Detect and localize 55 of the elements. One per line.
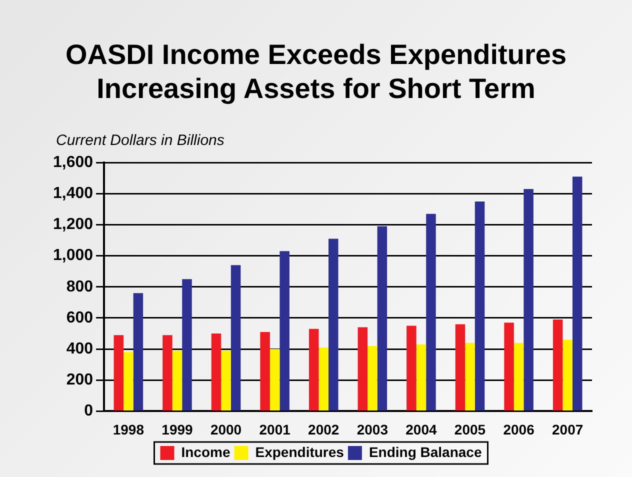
bar bbox=[328, 238, 338, 410]
text: Increasing Assets for Short Term bbox=[96, 73, 536, 104]
bar bbox=[504, 322, 514, 410]
x-tick-label: 1998 bbox=[112, 421, 144, 438]
bar bbox=[162, 335, 172, 410]
x-tick-label: 2003 bbox=[356, 421, 388, 438]
x-tick-label: 2006 bbox=[503, 421, 535, 438]
bar bbox=[562, 340, 572, 410]
y-tick-label: 1,000 bbox=[52, 247, 94, 264]
x-tick-label: 2000 bbox=[210, 421, 242, 438]
y-tick-label: 800 bbox=[66, 278, 94, 296]
y-tick-label: 200 bbox=[66, 372, 94, 389]
legend-label: Income bbox=[181, 444, 230, 460]
bar bbox=[260, 332, 270, 410]
bar bbox=[514, 342, 524, 410]
y-tick-label: 1,600 bbox=[52, 154, 94, 172]
bar bbox=[124, 352, 134, 410]
bar bbox=[416, 344, 426, 410]
bar bbox=[358, 327, 368, 410]
x-tick-label: 1999 bbox=[162, 421, 194, 438]
legend-label: Expenditures bbox=[255, 444, 344, 460]
y-tick-label: 1,200 bbox=[52, 216, 94, 234]
bar bbox=[114, 335, 124, 410]
bar bbox=[524, 189, 534, 410]
bar bbox=[211, 334, 222, 410]
x-tick-label: 2001 bbox=[259, 421, 291, 438]
bar bbox=[474, 201, 485, 410]
bar bbox=[172, 350, 182, 410]
bar bbox=[182, 279, 192, 410]
x-tick-label: 2007 bbox=[552, 421, 584, 438]
text: OASDI Income Exceeds Expenditures bbox=[65, 39, 567, 70]
bar bbox=[377, 226, 388, 410]
bar bbox=[572, 176, 582, 410]
y-tick-label: 0 bbox=[84, 402, 94, 420]
bar bbox=[455, 324, 466, 410]
bar bbox=[308, 328, 319, 410]
bar bbox=[552, 320, 563, 410]
bar bbox=[318, 347, 328, 410]
x-tick-label: 2004 bbox=[406, 421, 437, 438]
legend-label: Ending Balanace bbox=[368, 444, 482, 460]
y-tick-label: 1,400 bbox=[52, 185, 94, 202]
y-tick-label: 400 bbox=[66, 340, 94, 358]
bar bbox=[426, 214, 436, 410]
y-axis-title: Current Dollars in Billions bbox=[56, 132, 224, 149]
bar bbox=[270, 349, 280, 410]
y-tick-label: 600 bbox=[66, 309, 94, 326]
bar bbox=[406, 326, 416, 410]
bar bbox=[230, 265, 241, 410]
x-tick-label: 2002 bbox=[308, 421, 340, 438]
bar bbox=[368, 346, 378, 410]
bar bbox=[465, 342, 475, 410]
x-tick-label: 2005 bbox=[454, 421, 486, 438]
bar bbox=[133, 293, 144, 410]
bar bbox=[221, 350, 231, 410]
bar bbox=[280, 251, 290, 410]
